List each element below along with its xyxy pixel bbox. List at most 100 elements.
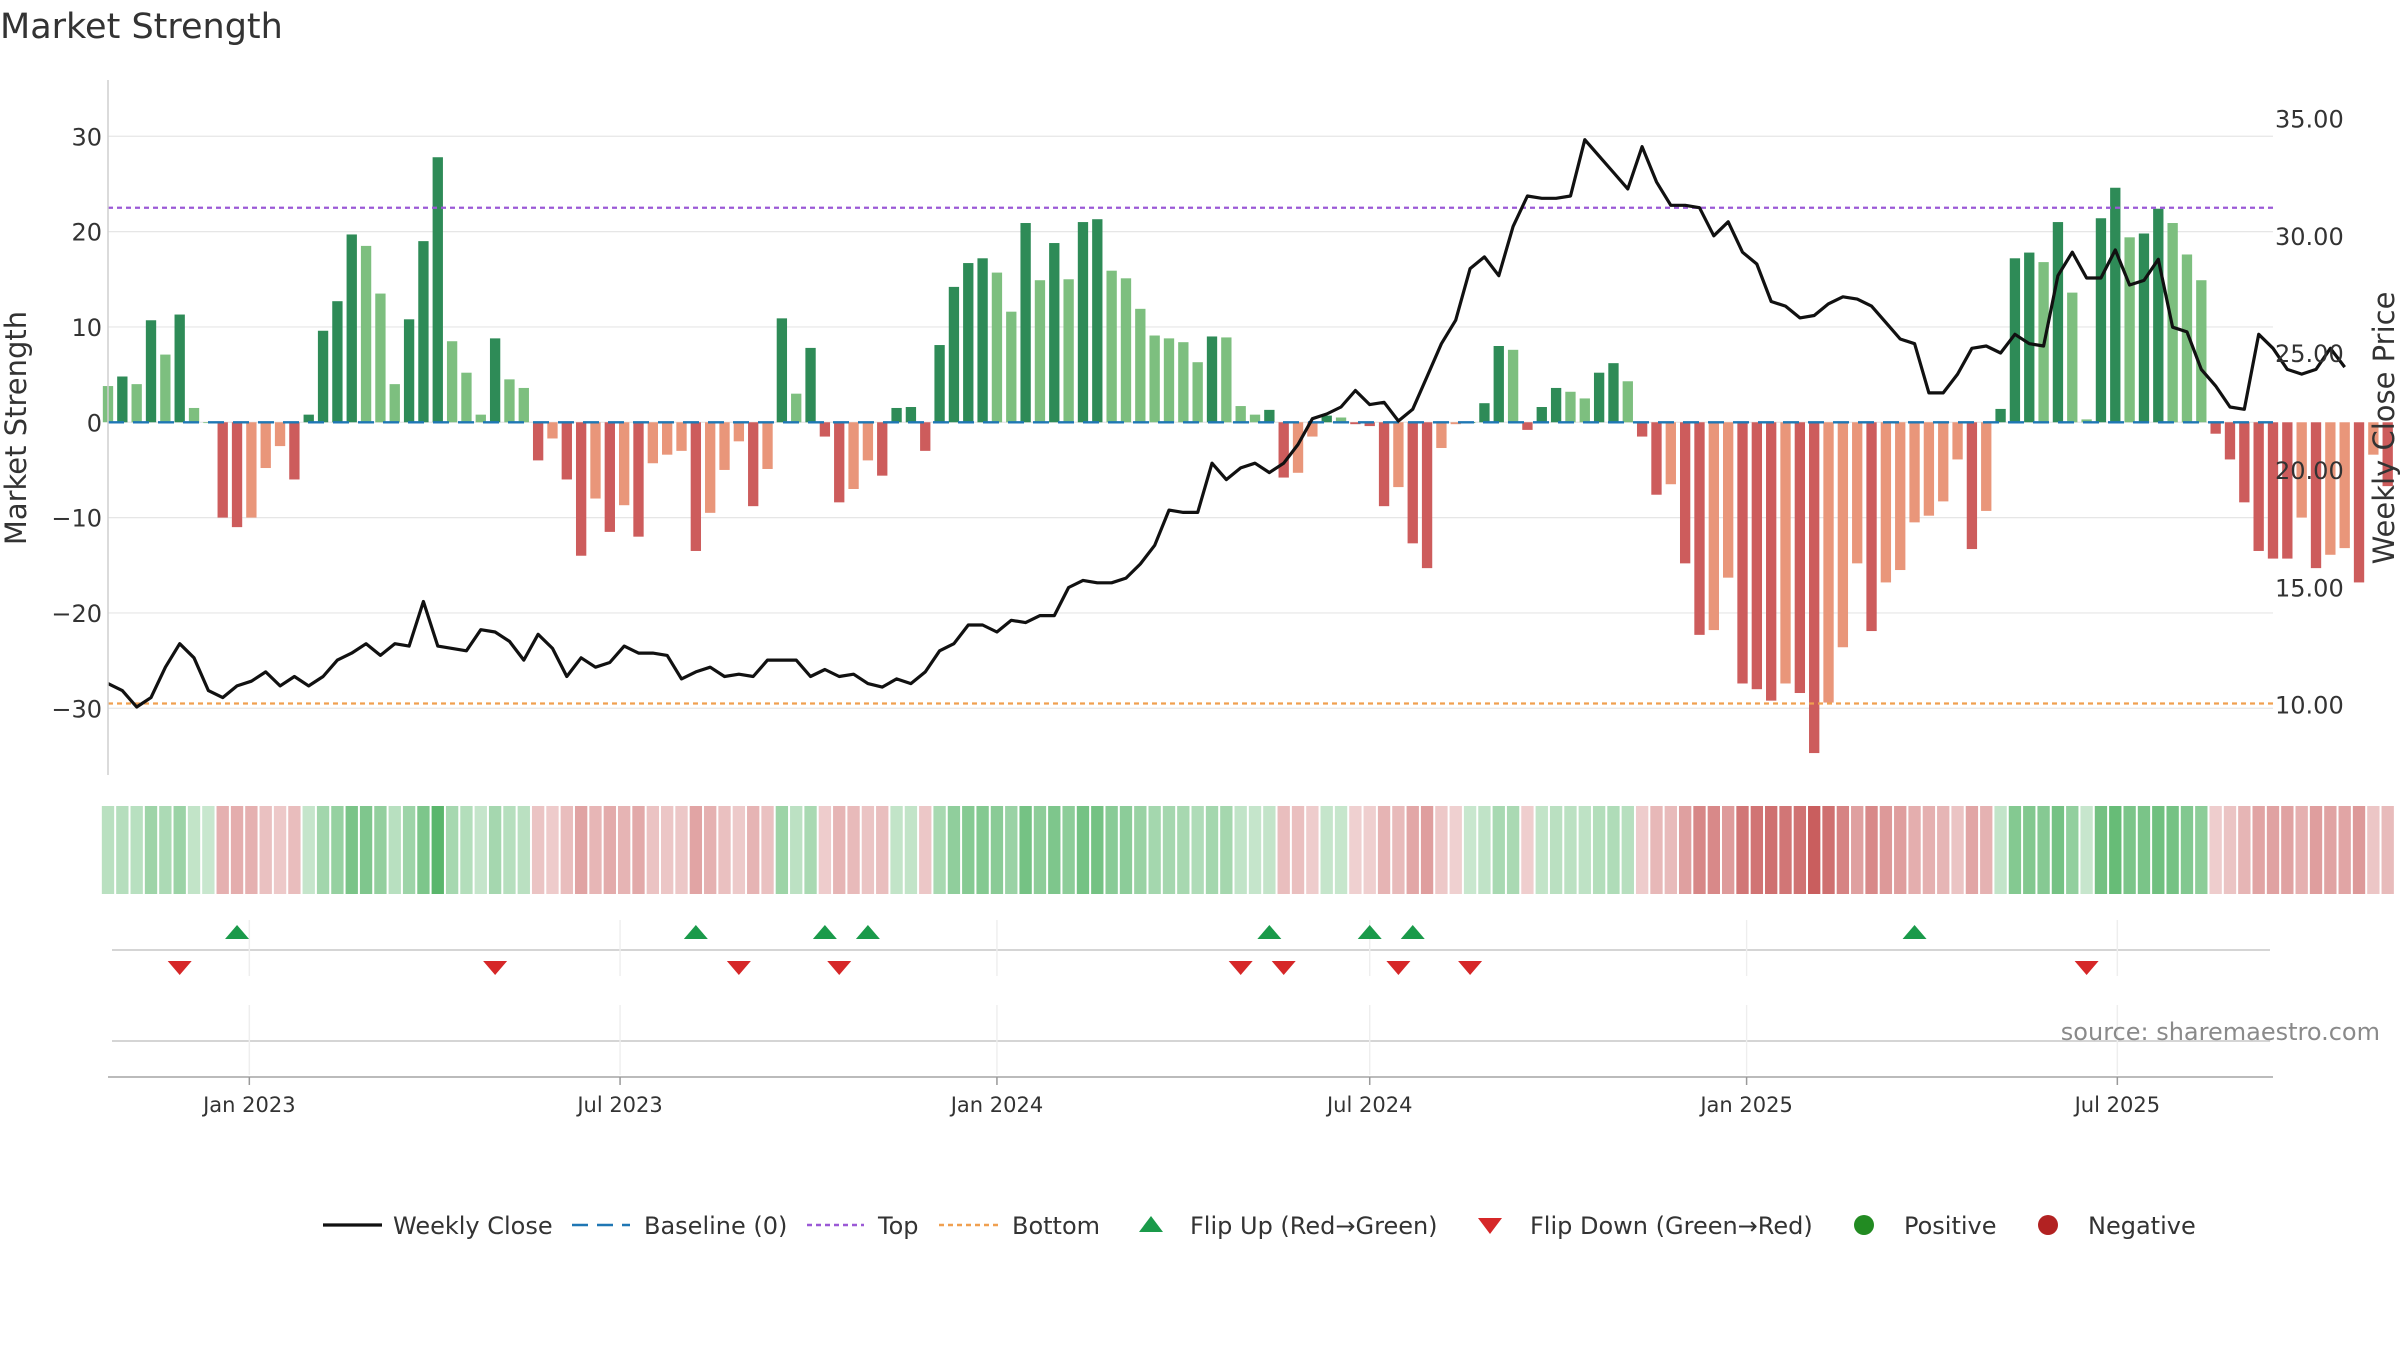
strength-bar xyxy=(1708,422,1719,631)
legend: Weekly Close Baseline (0) Top Bottom Flip Up… xyxy=(323,1212,2196,1240)
heat-cell xyxy=(718,806,731,894)
y-axis-left-label: Market Strength xyxy=(0,311,33,545)
strength-bar xyxy=(1092,219,1103,423)
x-tick-label: Jul 2023 xyxy=(575,1093,662,1117)
heat-cell xyxy=(417,806,430,894)
heat-cell xyxy=(460,806,473,894)
heat-cell xyxy=(1076,806,1090,894)
strength-bar xyxy=(2153,208,2164,423)
heat-cell xyxy=(2324,806,2337,894)
heat-cell xyxy=(1263,806,1276,894)
y-tick-left-label: 20 xyxy=(71,219,102,247)
heat-cell xyxy=(661,806,674,894)
heat-cell xyxy=(1564,806,1577,894)
y-tick-right-label: 15.00 xyxy=(2275,574,2344,602)
strength-bar xyxy=(1006,311,1017,423)
heat-cell xyxy=(1463,806,1477,894)
strength-bar xyxy=(461,372,472,423)
strength-bar xyxy=(575,422,587,556)
strength-bar xyxy=(1823,422,1834,703)
strength-bar xyxy=(303,414,314,423)
strength-bar xyxy=(2009,258,2021,423)
strength-bar xyxy=(360,245,372,423)
heat-cell xyxy=(1205,806,1219,894)
y-tick-left-label: −20 xyxy=(51,600,102,628)
legend-label-negative: Negative xyxy=(2088,1212,2196,1240)
heat-cell xyxy=(1033,806,1047,894)
strength-bar xyxy=(2368,422,2379,455)
flip-down-marker xyxy=(827,961,852,975)
strength-bar xyxy=(231,422,243,528)
x-tick-label: Jan 2025 xyxy=(1698,1093,1793,1117)
strength-bar xyxy=(2081,419,2092,423)
strength-bar xyxy=(1966,422,1978,550)
strength-bar xyxy=(1952,422,1963,460)
strength-bar xyxy=(2110,187,2121,423)
heat-cell xyxy=(1148,806,1161,894)
y-tick-left-label: 10 xyxy=(71,314,102,342)
strength-bar xyxy=(1278,422,1289,478)
legend-label-bottom: Bottom xyxy=(1012,1212,1100,1240)
heat-cell xyxy=(531,806,545,894)
legend-label-positive: Positive xyxy=(1904,1212,1997,1240)
heat-cell xyxy=(1822,806,1835,894)
strength-bar xyxy=(2124,237,2135,423)
flip-up-marker xyxy=(683,925,708,939)
heat-cell xyxy=(1177,806,1190,894)
heat-cell xyxy=(1994,806,2007,894)
strength-bar xyxy=(1378,422,1390,507)
strength-bar xyxy=(618,422,630,506)
heat-cell xyxy=(245,806,258,894)
axes-layer: 30 20 10 0 −10 −20 −30 35.00 30.00 25.00 20.00 15.0… xyxy=(51,80,2344,775)
heat-cell xyxy=(1922,806,1936,894)
strength-bar xyxy=(1135,308,1146,423)
heat-cell xyxy=(732,806,746,894)
heat-cell xyxy=(1449,806,1462,894)
strength-bar xyxy=(1034,280,1046,423)
strength-bar xyxy=(1565,391,1576,423)
strength-bar xyxy=(1766,422,1777,701)
strength-bar xyxy=(1880,422,1892,583)
heat-cell xyxy=(1965,806,1979,894)
heat-cell xyxy=(589,806,602,894)
heat-cell xyxy=(947,806,961,894)
strength-bar xyxy=(2382,422,2393,487)
strength-bar xyxy=(2339,422,2350,549)
strength-bar xyxy=(791,393,802,423)
heat-cell xyxy=(2123,806,2136,894)
heat-cell xyxy=(1162,806,1176,894)
heat-cell xyxy=(1506,806,1520,894)
strength-bar xyxy=(1550,387,1562,423)
flip-up-marker xyxy=(1257,925,1282,939)
strength-bar xyxy=(1507,349,1519,423)
strength-bar xyxy=(1751,422,1763,690)
strength-bar xyxy=(1636,422,1648,437)
heat-cell xyxy=(230,806,244,894)
strength-bar xyxy=(2052,222,2064,423)
strength-bar xyxy=(2267,422,2279,559)
heat-cell xyxy=(919,806,932,894)
flip-markers xyxy=(112,920,2270,1075)
heat-cell xyxy=(144,806,158,894)
heat-cell xyxy=(345,806,358,894)
heat-cell xyxy=(904,806,918,894)
heat-cell xyxy=(2266,806,2280,894)
strength-bar xyxy=(2181,254,2193,423)
heat-cell xyxy=(876,806,889,894)
strength-bar xyxy=(905,407,917,423)
strength-bar xyxy=(590,422,601,499)
heat-cell xyxy=(1119,806,1133,894)
legend-label-weekly-close: Weekly Close xyxy=(393,1212,553,1240)
strength-bar xyxy=(1895,422,1906,571)
heat-cell xyxy=(847,806,860,894)
heat-cell xyxy=(1894,806,1907,894)
heat-cell xyxy=(1578,806,1591,894)
strength-bar xyxy=(862,422,874,461)
legend-swatch-negative xyxy=(2038,1215,2058,1235)
strength-bar xyxy=(1450,422,1461,425)
heat-cell xyxy=(1377,806,1391,894)
heat-cell xyxy=(617,806,631,894)
flip-down-marker xyxy=(1458,961,1483,975)
heat-cell xyxy=(445,806,459,894)
